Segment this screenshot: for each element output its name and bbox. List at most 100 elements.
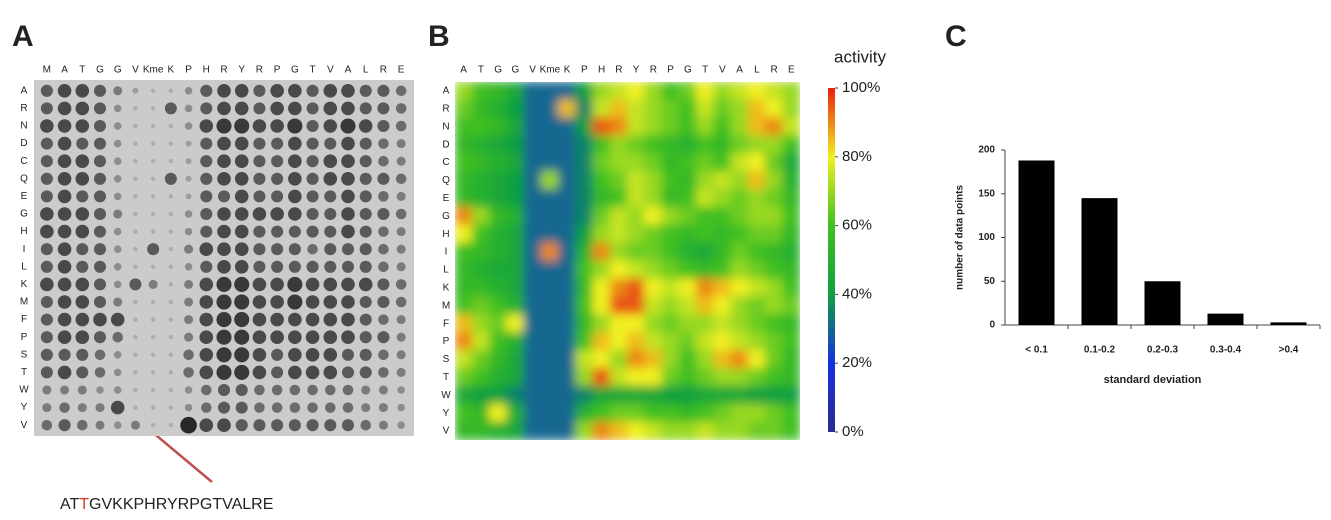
dot [41,138,53,150]
dot [288,313,302,327]
heat-cell [541,278,559,297]
heat-cell [558,368,576,387]
heat-cell [558,225,576,244]
heat-cell [696,261,714,280]
dot [75,225,89,239]
dot [271,243,283,255]
heat-cell [679,404,697,423]
heat-cell [524,278,542,297]
heat-cell [644,278,662,297]
heat-cell [782,135,800,154]
dot [151,370,156,375]
dot [360,296,372,308]
heat-cell [748,117,766,136]
row-label: H [20,226,27,237]
dot [132,88,138,94]
dot [151,212,156,217]
heat-cell [644,332,662,351]
heat-cell [782,117,800,136]
dot [307,208,319,220]
heat-cell [524,314,542,333]
heat-cell [455,278,473,297]
heat-cell [731,368,749,387]
dot [95,367,106,378]
heat-cell [627,117,645,136]
heat-cell [679,99,697,118]
dot [40,278,54,292]
heat-cell [575,117,593,136]
dot [307,155,319,167]
dot [307,102,319,114]
column-label: G [96,65,104,76]
dot [235,137,249,151]
heat-cell [731,350,749,369]
x-tick-label: 0.2-0.3 [1147,345,1179,356]
dot [307,190,319,202]
heat-cell [696,99,714,118]
heat-cell [575,422,593,441]
dot [253,348,267,362]
dot [360,190,372,202]
heat-cell [696,82,714,101]
dot [200,173,212,185]
sequence-highlight: T [79,496,89,513]
dot [41,85,53,97]
row-label: K [21,279,28,290]
heat-cell [524,422,542,441]
dot [287,118,302,133]
heat-cell [558,243,576,262]
heat-cell [627,314,645,333]
row-label: C [442,157,449,168]
dot [180,417,197,434]
dot [342,419,354,431]
heat-cell [472,153,490,172]
heat-cell [713,171,731,190]
dot [271,366,283,378]
dot [185,122,193,130]
column-label: G [291,65,299,76]
heat-cell [610,261,628,280]
heat-cell [644,368,662,387]
dot [169,317,174,322]
heat-cell [782,296,800,315]
dot [185,87,193,95]
dot [186,141,192,147]
heat-cell [489,404,507,423]
column-label: E [398,65,405,76]
heat-cell [748,153,766,172]
dot [185,105,193,113]
heat-cell [696,225,714,244]
dot [151,194,156,199]
heat-cell [541,296,559,315]
heat-cell [696,278,714,297]
dot [169,194,174,199]
dot [216,118,231,133]
heat-cell [748,296,766,315]
heat-cell [558,171,576,190]
heat-cell [610,278,628,297]
heat-cell [662,261,680,280]
heat-cell [455,243,473,262]
dot [271,226,283,238]
heat-cell [679,314,697,333]
dot [270,102,284,116]
dot [113,86,122,95]
dot [75,330,89,344]
dot [186,176,192,182]
dot [59,402,70,413]
dot [58,137,72,151]
heat-cell [782,278,800,297]
heat-cell [489,278,507,297]
row-label: S [21,349,28,360]
row-label: K [443,282,450,293]
heat-cell [524,117,542,136]
heat-cell [593,350,611,369]
dot [378,262,389,273]
heat-cell [644,99,662,118]
dot [288,348,302,362]
dot [235,242,249,256]
dot [324,208,336,220]
dot [151,317,156,322]
heat-cell [782,422,800,441]
heat-cell [662,422,680,441]
